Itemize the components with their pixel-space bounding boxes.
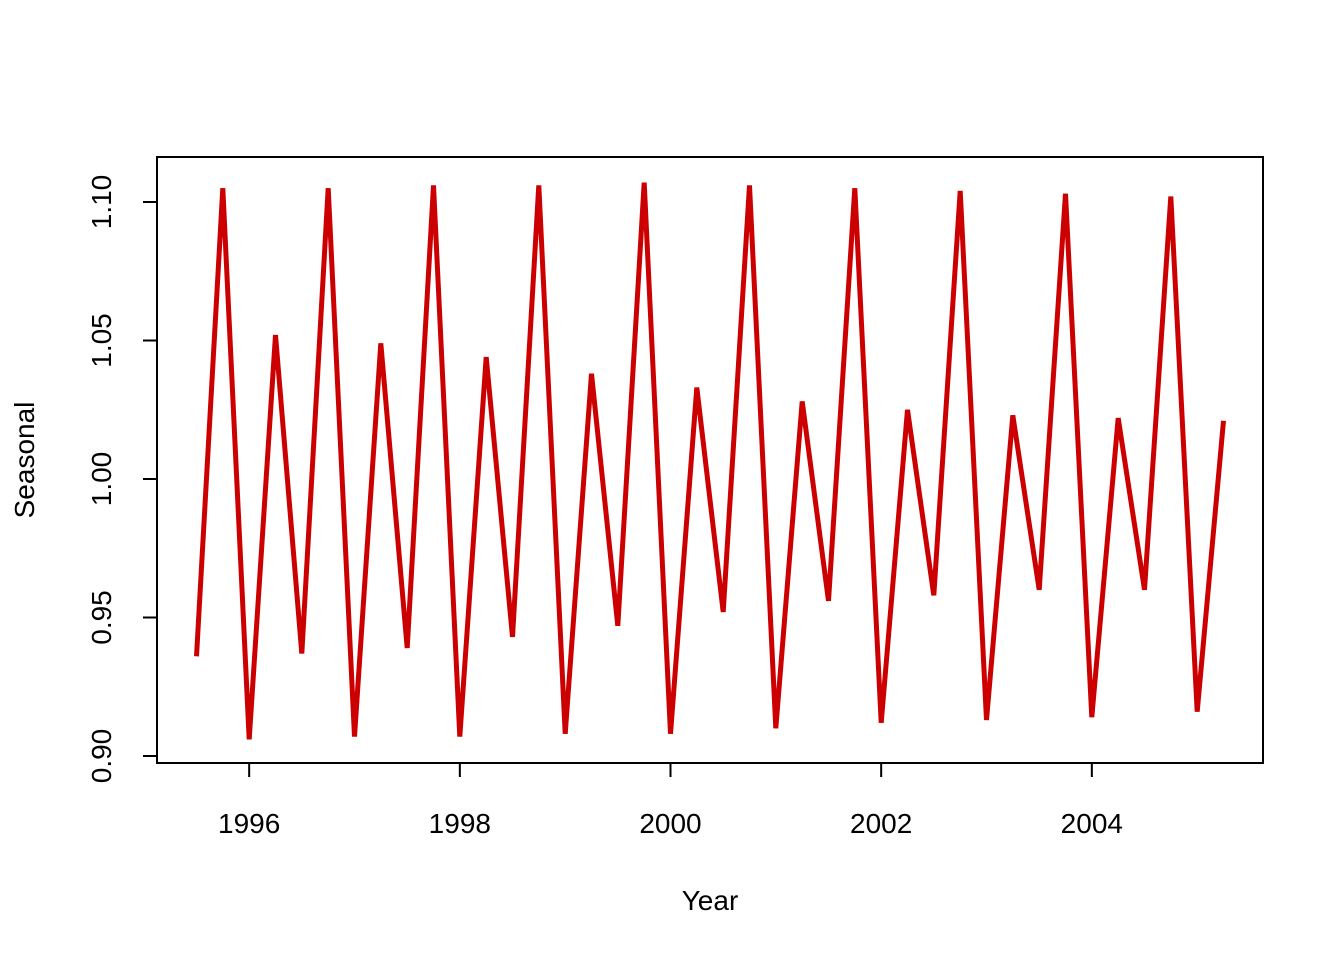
y-tick-label: 1.00 [86,452,117,507]
series-line [194,182,1226,740]
x-tick-label: 2000 [639,808,701,839]
y-tick-label: 1.10 [86,175,117,230]
x-tick-label: 2002 [850,808,912,839]
y-tick-label: 0.90 [86,729,117,784]
x-tick-label: 1996 [218,808,280,839]
x-axis-title: Year [682,885,739,916]
x-axis: 1996 1998 2000 2002 2004 [218,762,1123,839]
x-tick-label: 2004 [1061,808,1123,839]
y-axis: 0.90 0.95 1.00 1.05 1.10 [86,175,158,784]
y-tick-label: 0.95 [86,590,117,645]
x-tick-label: 1998 [429,808,491,839]
y-tick-label: 1.05 [86,313,117,368]
y-axis-title: Seasonal [9,402,40,519]
series-layer [194,182,1226,740]
